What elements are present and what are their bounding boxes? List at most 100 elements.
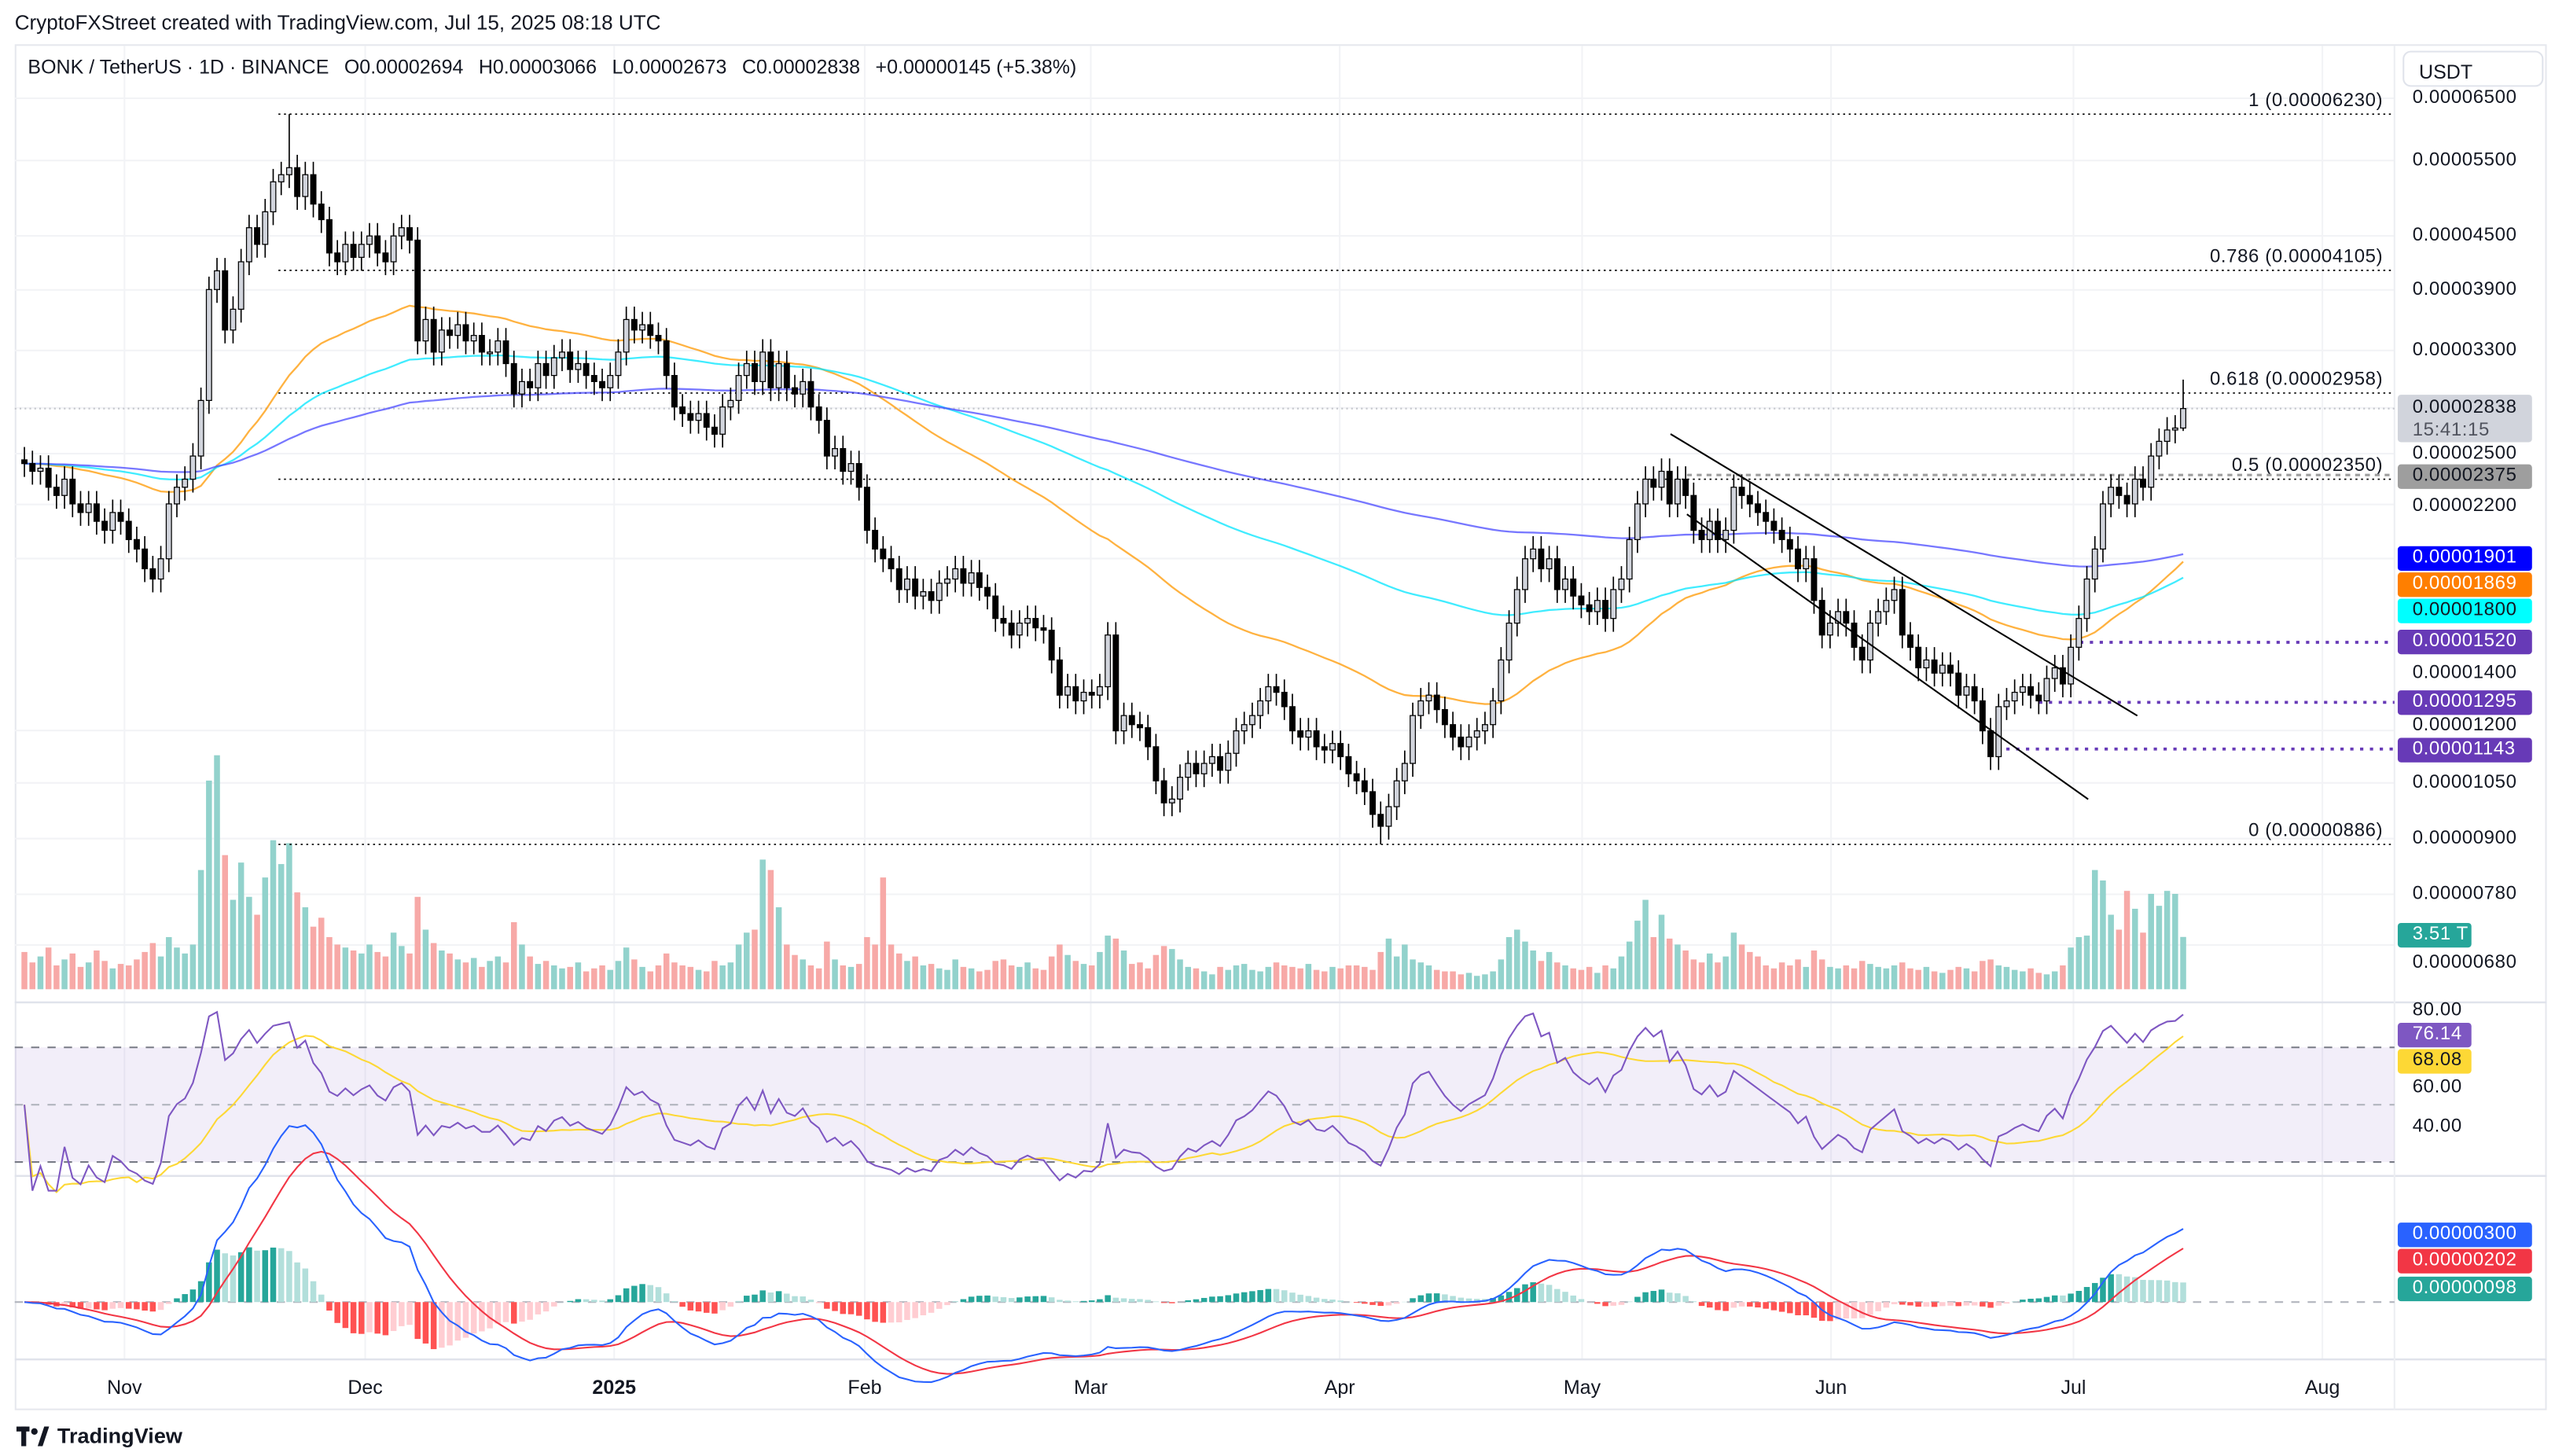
time-label: Apr: [1324, 1375, 1355, 1399]
symbol-legend[interactable]: BONK / TetherUS · 1D · BINANCE O0.000026…: [28, 56, 1086, 79]
macd-histogram-bar: [1433, 1293, 1440, 1303]
price-tick: 0.00001050: [2412, 773, 2517, 793]
candle-body: [1610, 589, 1617, 620]
macd-histogram-bar: [182, 1294, 188, 1303]
volume-bar: [1586, 966, 1593, 990]
candle-body: [1955, 672, 1962, 696]
candle-body: [2027, 686, 2035, 696]
macd-histogram-bar: [1698, 1302, 1705, 1307]
candle-body: [117, 512, 124, 522]
volume-bar: [1538, 961, 1545, 990]
macd-histogram-bar: [1129, 1299, 1135, 1303]
volume-bar: [142, 951, 148, 990]
time-label: Dec: [347, 1375, 383, 1399]
volume-bar: [1169, 949, 1175, 990]
macd-histogram-bar: [1682, 1296, 1689, 1303]
volume-bar: [1177, 959, 1183, 990]
candle-body: [888, 558, 895, 570]
rsi-indicator: [24, 1010, 2184, 1193]
tradingview-logo[interactable]: TradingView: [16, 1423, 182, 1448]
candle-body: [1858, 646, 1866, 661]
candle-body: [1410, 715, 1417, 764]
macd-histogram-bar: [1626, 1301, 1633, 1303]
candle-body: [1746, 495, 1753, 505]
rsi-ma-line: [24, 1035, 2184, 1193]
candle-body: [1715, 520, 1721, 540]
macd-histogram-bar: [1105, 1295, 1111, 1303]
time-label: Aug: [2304, 1375, 2340, 1399]
candle-body: [1337, 743, 1344, 758]
macd-histogram-bar: [2180, 1282, 2186, 1303]
volume-bar: [1883, 968, 1890, 990]
candle-body: [792, 387, 798, 395]
volume-bar: [1915, 969, 1921, 990]
macd-histogram-bar: [904, 1302, 910, 1320]
volume-bar: [1200, 971, 1208, 990]
volume-bar: [2123, 891, 2130, 990]
volume-bar: [1289, 966, 1296, 990]
candle-body: [142, 548, 149, 570]
volume-bar: [936, 968, 943, 990]
histogram-badge: 0.00000098: [2397, 1276, 2532, 1302]
macd-histogram-bar: [1064, 1300, 1071, 1303]
volume-bar: [1337, 968, 1344, 990]
macd-histogram-bar: [94, 1302, 100, 1310]
candle-body: [45, 467, 52, 488]
macd-histogram-bar: [390, 1302, 397, 1332]
macd-histogram-bar: [487, 1302, 493, 1329]
candle-body: [69, 478, 76, 505]
volume-bar: [310, 926, 317, 990]
volume-bar: [1554, 962, 1561, 990]
macd-histogram-bar: [1169, 1302, 1175, 1303]
currency-button[interactable]: USDT: [2402, 50, 2544, 87]
candle-body: [1168, 798, 1175, 803]
candle-body: [1730, 487, 1737, 531]
macd-histogram-bar: [1610, 1302, 1617, 1306]
candle-body: [1481, 724, 1488, 732]
symbol-name[interactable]: BONK / TetherUS · 1D · BINANCE: [28, 55, 329, 79]
candle-body: [414, 239, 421, 342]
volume-bar: [775, 907, 782, 990]
volume-bar: [350, 950, 357, 990]
candle-body: [278, 174, 285, 182]
candle-body: [214, 270, 220, 290]
volume-bar: [1217, 966, 1223, 990]
candle-body: [1177, 777, 1183, 800]
volume-bar: [1008, 965, 1015, 990]
macd-histogram-bar: [1241, 1292, 1248, 1303]
volume-bar: [1458, 974, 1465, 990]
volume-bar: [1963, 968, 1970, 990]
candle-body: [1755, 503, 1761, 513]
volume-bar: [1899, 962, 1906, 990]
volume-bar: [278, 864, 285, 990]
channel-upper-line: [1670, 433, 2138, 717]
macd-histogram-bar: [1185, 1300, 1191, 1303]
volume-bar: [1209, 974, 1215, 990]
macd-histogram-bar: [358, 1302, 365, 1334]
macd-histogram-bar: [703, 1302, 710, 1313]
candle-body: [310, 174, 317, 205]
volume-bar: [1080, 964, 1087, 990]
candle-body: [1674, 478, 1681, 505]
candle-body: [1778, 529, 1785, 540]
candle-body: [1257, 700, 1264, 716]
macd-histogram-bar: [142, 1302, 148, 1311]
macd-histogram-bar: [286, 1251, 292, 1303]
macd-histogram-bar: [1329, 1299, 1336, 1303]
candle-body: [101, 520, 108, 531]
macd-histogram-bar: [294, 1262, 300, 1303]
macd-histogram-bar: [1851, 1302, 1858, 1318]
macd-histogram-bar: [1217, 1296, 1223, 1303]
volume-bar: [2020, 971, 2026, 990]
macd-histogram-bar: [1835, 1302, 1841, 1320]
price-tick: 0.00004500: [2412, 226, 2517, 246]
volume-bar: [1642, 899, 1649, 990]
candle-body: [518, 381, 525, 395]
volume-bar: [1658, 914, 1665, 990]
candle-body: [1899, 589, 1906, 636]
macd-histogram-bar: [1160, 1302, 1167, 1303]
volume-bar: [1747, 951, 1753, 990]
candle-body: [447, 329, 454, 336]
macd-histogram-bar: [1690, 1301, 1697, 1303]
